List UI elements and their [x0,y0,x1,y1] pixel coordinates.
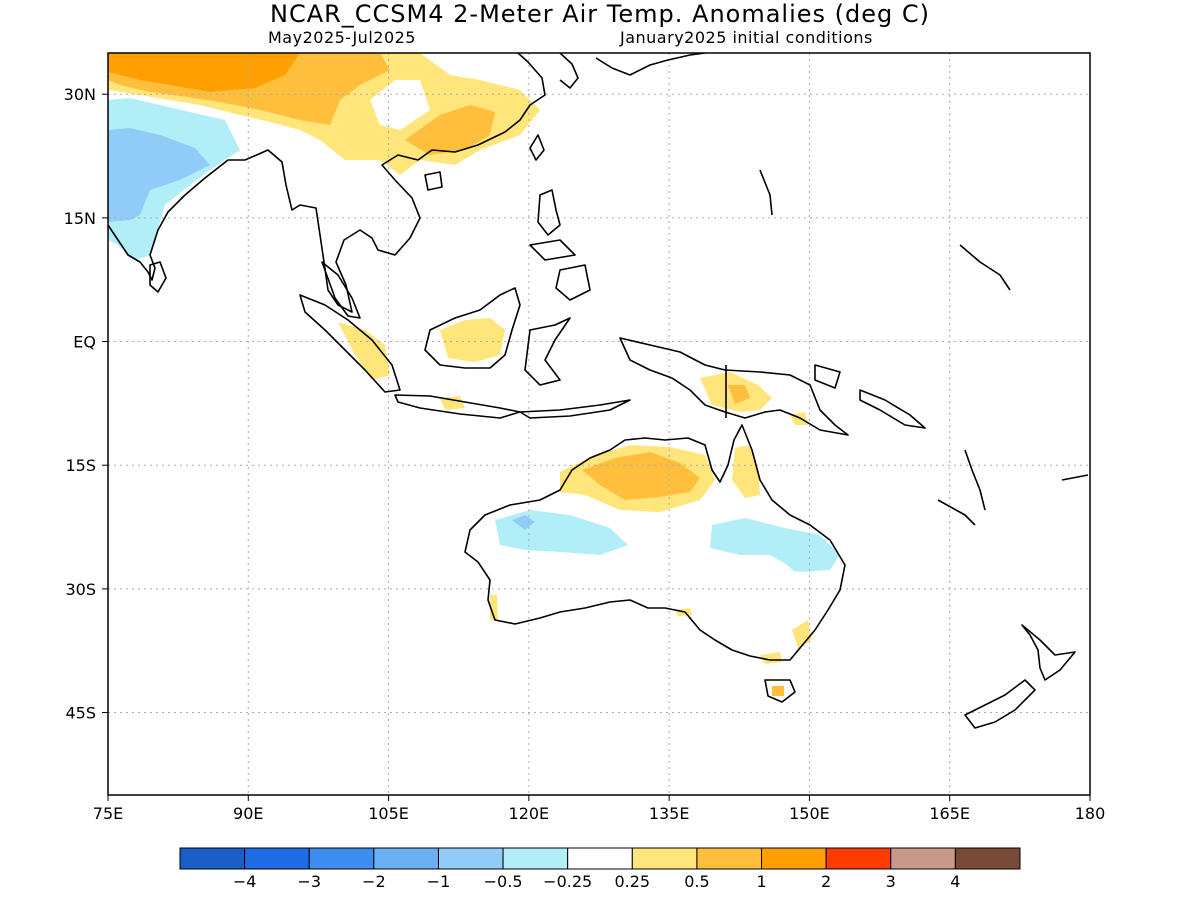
lon-tick-label: 135E [649,804,690,823]
colorbar-label: −4 [233,872,257,891]
shade-png-south [790,412,808,425]
colorbar-swatch [890,847,956,870]
initial-conditions: January2025 initial conditions [620,28,873,47]
colorbar-swatch [373,847,439,870]
lat-tick-label: 45S [65,704,96,723]
colorbar-swatch [244,847,310,870]
shade-aus-east-cool [710,518,840,572]
colorbar-label: −0.25 [543,872,592,891]
lon-tick-label: 180 [1075,804,1106,823]
lon-tick-label: 75E [93,804,123,823]
coast-sulawesi [524,317,571,386]
coast-borneo [424,287,521,369]
colorbar-label: 0.5 [684,872,709,891]
axis-ticks: 75E 90E 105E 120E 135E 150E 165E 180 30N 15N EQ 15S… [64,85,1106,823]
coast-sumatra [299,294,401,393]
colorbar-label: −2 [362,872,386,891]
coast-taiwan [529,134,545,161]
colorbar-label: −1 [427,872,451,891]
shade-aus-se-warm [792,620,812,648]
lat-tick-label: 30N [64,85,96,104]
colorbar: −4 −3 −2 −1 −0.5 −0.25 0.25 0.5 1 2 3 4 [179,847,1021,891]
colorbar-label: 4 [950,872,960,891]
lon-tick-label: 105E [368,804,409,823]
shade-victoria-warm [760,652,782,664]
lon-tick-label: 150E [789,804,830,823]
lon-tick-label: 90E [233,804,263,823]
colorbar-swatch [308,847,375,870]
shade-china-orange [108,53,300,92]
coast-visayas [529,239,576,261]
coast-mindanao [555,264,591,301]
shade-aus-west-cool [495,510,628,555]
map-title: NCAR_CCSM4 2-Meter Air Temp. Anomalies (… [269,0,930,28]
shade-aus-west-blue [512,515,535,530]
colorbar-label: −0.5 [484,872,523,891]
colorbar-label: −3 [297,872,321,891]
shade-sumatra-warm [338,322,390,380]
coast-japan [595,53,706,76]
coast-hainan [424,171,443,191]
colorbar-swatch [179,847,246,870]
anomaly-shading [108,53,840,696]
coast-asia [108,53,546,313]
map-frame [107,52,1091,796]
coast-korea [559,53,579,89]
colorbar-swatch [825,847,892,870]
colorbar-swatch [502,847,569,870]
coast-newguinea [619,337,849,436]
coast-malaya [321,261,361,319]
lat-tick-label: EQ [73,333,96,352]
shade-tasmania-warm [772,686,784,696]
colorbar-label: 2 [821,872,831,891]
coast-nz-south [964,679,1036,729]
shade-aus-east-cool2 [775,555,812,572]
shade-china-orange-east [405,105,495,155]
coast-vanuatu [964,449,986,511]
forecast-period: May2025-Jul2025 [268,28,416,47]
colorbar-label: 3 [886,872,896,891]
coast-luzon [537,189,561,236]
coast-newbritain [814,364,841,389]
coast-tasmania [764,679,796,703]
shade-india-blue [108,128,210,222]
lat-tick-label: 30S [65,580,96,599]
shade-aus-north-orange [582,452,700,500]
colorbar-swatch [437,847,504,870]
coast-marshall [959,244,1011,291]
coast-srilanka [149,261,167,293]
coast-solomons [859,389,926,429]
colorbar-swatch [567,847,633,870]
lon-tick-label: 165E [929,804,970,823]
shade-china-white-gap [370,80,430,130]
coastlines [108,53,1089,729]
colorbar-swatch [954,847,1021,870]
colorbar-label: 0.25 [614,872,650,891]
colorbar-swatch [761,847,827,870]
map-grid [108,53,1090,795]
shade-cape-york-warm [732,445,760,498]
shade-borneo-warm [440,318,505,362]
lat-tick-label: 15S [65,456,96,475]
coast-fiji [1061,474,1089,481]
colorbar-swatch [696,847,763,870]
coast-nz-north [1021,624,1076,681]
coast-micronesia [759,169,773,216]
shade-png-warm2 [728,385,750,404]
coast-sunda [519,399,631,419]
coast-australia [464,424,846,661]
lon-tick-label: 120E [509,804,550,823]
colorbar-swatch [631,847,698,870]
lat-tick-label: 15N [64,209,96,228]
coast-java [394,394,521,419]
coast-newcaledonia [937,499,976,526]
colorbar-label: 1 [756,872,766,891]
